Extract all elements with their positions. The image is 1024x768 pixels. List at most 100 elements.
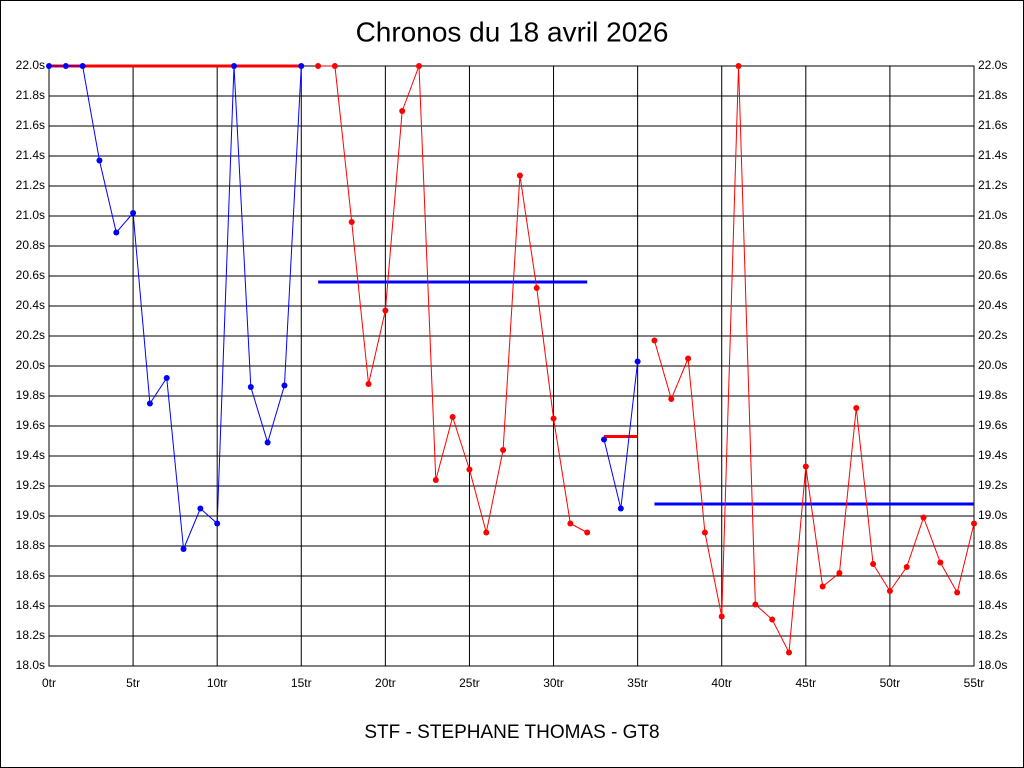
data-point	[886, 588, 893, 594]
chart-title: Chronos du 18 avril 2026	[356, 16, 669, 47]
data-point	[853, 405, 860, 411]
data-point	[79, 63, 86, 69]
y2-tick-label: 21.8s	[978, 88, 1007, 102]
data-point	[668, 396, 675, 402]
x-axis-label: STF - STEPHANE THOMAS - GT8	[364, 722, 659, 743]
data-point	[786, 649, 792, 656]
y2-tick-label: 20.0s	[978, 358, 1007, 372]
data-point	[550, 415, 557, 422]
data-point	[701, 529, 708, 536]
y-tick-label: 18.0s	[16, 658, 45, 672]
x-tick-label: 35tr	[627, 676, 648, 690]
data-point	[735, 63, 742, 69]
data-point	[399, 108, 406, 114]
data-point	[718, 613, 725, 620]
data-point	[903, 564, 910, 570]
y-tick-label: 19.4s	[16, 448, 45, 462]
data-point	[937, 559, 944, 566]
data-point	[247, 384, 254, 390]
data-point	[180, 546, 187, 552]
data-point	[113, 229, 120, 236]
data-point	[281, 382, 288, 389]
data-point	[466, 466, 473, 473]
data-point	[315, 63, 322, 69]
data-point	[533, 285, 540, 291]
y-tick-label: 18.2s	[16, 628, 45, 642]
data-point	[685, 355, 692, 362]
data-point	[46, 63, 52, 69]
data-point	[197, 505, 204, 512]
y-tick-label: 19.2s	[16, 478, 45, 492]
y2-tick-label: 20.2s	[978, 328, 1007, 342]
data-point	[634, 358, 641, 365]
x-tick-label: 15tr	[291, 676, 312, 690]
x-tick-label: 0tr	[42, 676, 56, 690]
y2-tick-label: 18.0s	[978, 658, 1007, 672]
data-point	[651, 337, 658, 344]
y2-tick-label: 19.0s	[978, 508, 1007, 522]
y2-tick-label: 18.6s	[978, 568, 1007, 582]
y-tick-label: 21.6s	[16, 118, 45, 132]
data-point	[163, 375, 170, 381]
y-tick-label: 21.0s	[16, 208, 45, 222]
y2-tick-label: 19.8s	[978, 388, 1007, 402]
x-tick-label: 55tr	[964, 676, 985, 690]
x-tick-label: 25tr	[459, 676, 480, 690]
data-point	[483, 529, 490, 536]
y2-tick-label: 19.2s	[978, 478, 1007, 492]
data-point	[567, 520, 574, 527]
y2-tick-label: 18.4s	[978, 598, 1007, 612]
x-tick-label: 10tr	[207, 676, 228, 690]
data-point	[365, 381, 372, 387]
data-point	[146, 400, 153, 407]
data-point	[500, 447, 507, 453]
y-tick-label: 21.8s	[16, 88, 45, 102]
y2-tick-label: 21.0s	[978, 208, 1007, 222]
data-point	[920, 514, 927, 521]
x-tick-label: 5tr	[126, 676, 140, 690]
data-point	[416, 63, 422, 69]
y-tick-label: 22.0s	[16, 58, 45, 72]
y2-tick-label: 20.8s	[978, 238, 1007, 252]
data-point	[62, 63, 69, 69]
data-point	[449, 414, 456, 420]
data-point	[516, 172, 523, 179]
data-point	[96, 157, 103, 164]
series-line	[653, 65, 975, 655]
y2-tick-label: 20.6s	[978, 268, 1007, 282]
data-point	[432, 477, 439, 483]
data-point	[382, 307, 389, 314]
data-point	[231, 63, 237, 69]
y-tick-label: 19.0s	[16, 508, 45, 522]
data-point	[954, 589, 961, 596]
x-tick-label: 50tr	[880, 676, 901, 690]
data-point	[752, 601, 759, 608]
data-point	[264, 439, 271, 446]
y2-tick-label: 18.2s	[978, 628, 1007, 642]
y2-tick-label: 18.8s	[978, 538, 1007, 552]
y-tick-label: 18.8s	[16, 538, 45, 552]
y-tick-label: 19.8s	[16, 388, 45, 402]
data-point	[331, 63, 338, 69]
y-tick-label: 20.0s	[16, 358, 45, 372]
x-tick-label: 20tr	[375, 676, 396, 690]
data-point	[819, 583, 826, 590]
y-tick-label: 19.6s	[16, 418, 45, 432]
y-tick-label: 21.2s	[16, 178, 45, 192]
data-point	[971, 520, 977, 527]
y-tick-label: 20.6s	[16, 268, 45, 282]
data-point	[617, 505, 624, 512]
data-point	[601, 436, 607, 443]
y2-tick-label: 19.4s	[978, 448, 1007, 462]
data-point	[130, 210, 137, 216]
y2-tick-label: 21.6s	[978, 118, 1007, 132]
x-tick-label: 40tr	[711, 676, 732, 690]
data-point	[769, 616, 776, 623]
y-tick-label: 18.4s	[16, 598, 45, 612]
series-line	[49, 65, 302, 550]
y-tick-label: 21.4s	[16, 148, 45, 162]
data-point	[584, 529, 591, 536]
data-point	[870, 561, 877, 567]
x-tick-label: 30tr	[543, 676, 564, 690]
